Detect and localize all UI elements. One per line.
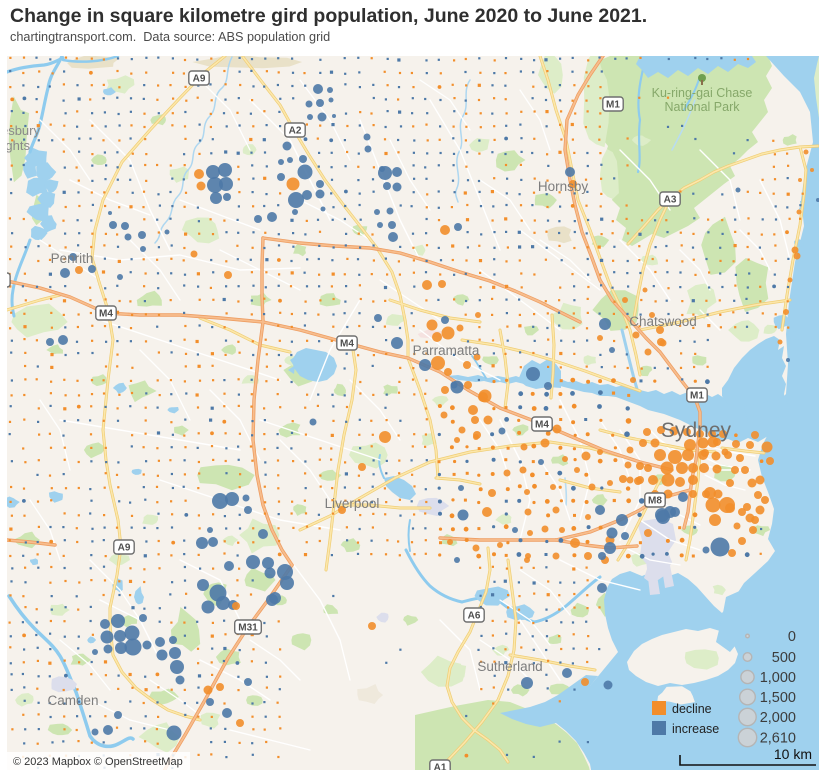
svg-text:1,500: 1,500	[760, 690, 796, 706]
svg-text:A1: A1	[434, 763, 447, 774]
svg-text:ights: ights	[3, 138, 31, 153]
svg-text:© 2023 Mapbox © OpenStreetMap: © 2023 Mapbox © OpenStreetMap	[13, 756, 183, 768]
svg-text:chartingtransport.com. Data s: chartingtransport.com. Data source: ABS …	[10, 30, 330, 44]
svg-text:Parramatta: Parramatta	[413, 343, 480, 358]
svg-text:A9: A9	[118, 543, 131, 554]
svg-text:500: 500	[772, 650, 796, 666]
svg-text:Chatswood: Chatswood	[629, 314, 697, 329]
svg-text:M31: M31	[238, 623, 258, 634]
svg-text:Liverpool: Liverpool	[325, 496, 380, 511]
svg-text:Sydney: Sydney	[661, 419, 732, 442]
svg-text:Hornsby: Hornsby	[538, 179, 589, 194]
svg-text:A6: A6	[468, 611, 481, 622]
svg-text:1,000: 1,000	[760, 670, 796, 686]
svg-text:A9: A9	[193, 74, 206, 85]
svg-text:decline: decline	[672, 702, 712, 716]
svg-text:M1: M1	[690, 391, 704, 402]
svg-text:M8: M8	[648, 496, 662, 507]
svg-text:National Park: National Park	[664, 100, 740, 114]
svg-text:2,000: 2,000	[760, 710, 796, 726]
svg-text:10 km: 10 km	[774, 746, 812, 762]
svg-text:A2: A2	[289, 126, 302, 137]
svg-text:esbury: esbury	[1, 123, 41, 138]
svg-text:2,610: 2,610	[760, 731, 796, 747]
svg-text:Ku-ring-gai Chase: Ku-ring-gai Chase	[652, 86, 753, 100]
svg-text:0: 0	[788, 629, 796, 645]
svg-text:Penrith: Penrith	[51, 251, 94, 266]
svg-text:M4: M4	[340, 339, 354, 350]
svg-text:M4: M4	[99, 309, 113, 320]
svg-text:A3: A3	[664, 195, 677, 206]
svg-text:increase: increase	[672, 722, 719, 736]
svg-text:M4: M4	[535, 420, 549, 431]
svg-text:Sutherland: Sutherland	[477, 659, 542, 674]
svg-text:Change in square kilometre gir: Change in square kilometre gird populati…	[10, 5, 647, 27]
svg-text:M1: M1	[606, 100, 620, 111]
svg-text:Camden: Camden	[47, 693, 98, 708]
